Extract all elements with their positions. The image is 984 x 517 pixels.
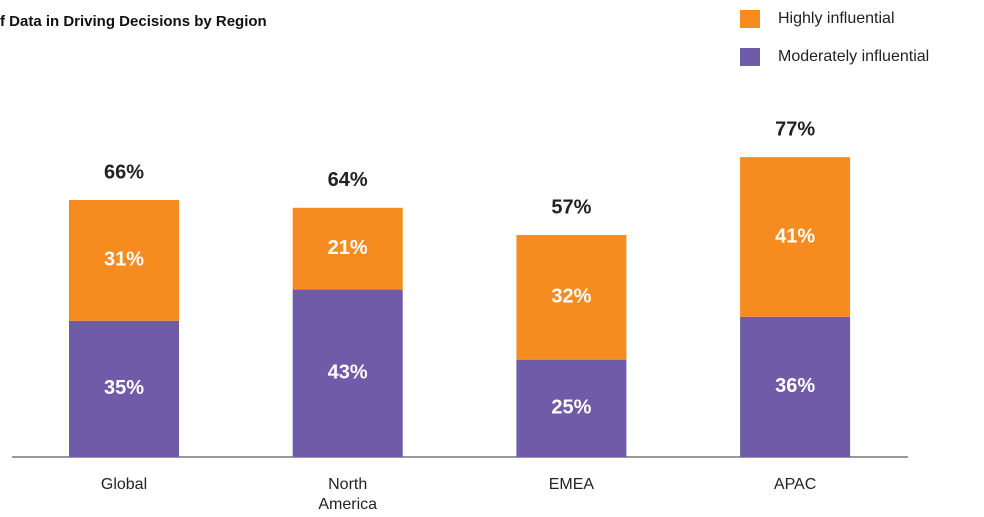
legend-swatch [740, 48, 760, 66]
total-label: 66% [104, 161, 144, 183]
segment-label: 35% [104, 377, 144, 399]
legend-swatch [740, 10, 760, 28]
bar-segment [516, 359, 627, 457]
bar-segment [292, 207, 403, 290]
x-tick-label: APAC [773, 476, 817, 493]
chart-title: f Data in Driving Decisions by Region [0, 13, 267, 30]
segment-label: 25% [551, 397, 591, 419]
total-label: 64% [328, 169, 368, 191]
bar-segment [740, 157, 851, 317]
x-tick-label: Global [100, 476, 148, 493]
segment-label: 43% [328, 362, 368, 384]
segment-label: 32% [551, 286, 591, 308]
bar-segment [69, 199, 179, 321]
total-label: 77% [775, 118, 815, 140]
segment-label: 36% [775, 375, 815, 397]
segment-label: 21% [328, 237, 368, 259]
bar-segment [69, 320, 179, 457]
segment-label: 31% [104, 249, 144, 271]
legend-label: Highly influential [778, 10, 895, 27]
segment-label: 41% [775, 225, 815, 247]
x-tick-label: North America [318, 476, 378, 513]
bar-segment [292, 289, 403, 457]
legend-label: Moderately influential [778, 48, 929, 65]
bar-segment [740, 316, 851, 457]
bar-segment [516, 235, 627, 360]
x-tick-label: EMEA [548, 476, 595, 493]
total-label: 57% [551, 196, 591, 218]
